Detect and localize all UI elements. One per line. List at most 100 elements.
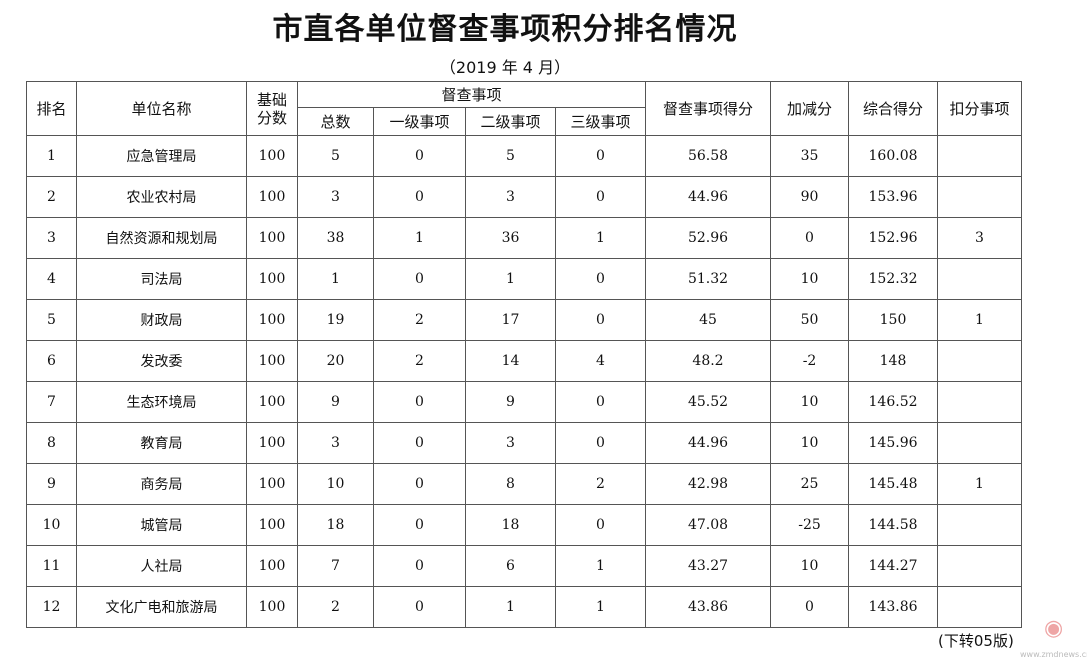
table-cell: 43.86 xyxy=(645,586,772,628)
table-cell: 45 xyxy=(645,299,772,341)
table-cell: 100 xyxy=(246,586,298,628)
table-cell: 3 xyxy=(26,217,77,259)
table-cell: 0 xyxy=(373,258,466,300)
table-cell xyxy=(937,586,1023,628)
header-l3: 三级事项 xyxy=(554,107,647,136)
table-cell: 0 xyxy=(554,381,647,423)
table-cell: 0 xyxy=(770,586,850,628)
table-cell: 人社局 xyxy=(76,545,247,587)
table-cell: 143.86 xyxy=(848,586,939,628)
header-deduct: 扣分事项 xyxy=(937,81,1023,136)
table-cell: 3 xyxy=(465,422,556,464)
table-cell: 2 xyxy=(26,176,77,218)
table-cell: 152.96 xyxy=(848,217,939,259)
table-cell: 0 xyxy=(373,381,466,423)
table-cell: 0 xyxy=(373,422,466,464)
table-cell: 1 xyxy=(554,545,647,587)
table-cell: 50 xyxy=(770,299,850,341)
table-cell: 145.96 xyxy=(848,422,939,464)
watermark-logo: ◉ xyxy=(1044,616,1064,641)
table-cell xyxy=(937,176,1023,218)
table-cell: 52.96 xyxy=(645,217,772,259)
table-cell: 0 xyxy=(373,504,466,546)
table-cell: 0 xyxy=(373,176,466,218)
table-cell: 6 xyxy=(26,340,77,382)
table-cell: 100 xyxy=(246,463,298,505)
table-cell: 10 xyxy=(26,504,77,546)
table-cell: 36 xyxy=(465,217,556,259)
table-cell: 3 xyxy=(297,176,374,218)
table-cell: 10 xyxy=(770,381,850,423)
watermark-url: www.zmdnews.cn xyxy=(1020,650,1087,659)
table-cell: 14 xyxy=(465,340,556,382)
table-cell: 100 xyxy=(246,422,298,464)
table-cell: 10 xyxy=(297,463,374,505)
table-row: 6 发改委 100 20 2 14 4 48.2 -2 148 xyxy=(26,340,1023,382)
table-cell: 0 xyxy=(554,422,647,464)
continued-note: (下转05版) xyxy=(938,632,1014,650)
table-cell: 100 xyxy=(246,217,298,259)
table-cell: 10 xyxy=(770,258,850,300)
table-cell: 20 xyxy=(297,340,374,382)
table-cell: 商务局 xyxy=(76,463,247,505)
table-cell: 51.32 xyxy=(645,258,772,300)
table-cell: 150 xyxy=(848,299,939,341)
table-cell: 0 xyxy=(373,586,466,628)
table-cell: 144.58 xyxy=(848,504,939,546)
table-cell: 56.58 xyxy=(645,135,772,177)
table-row: 10 城管局 100 18 0 18 0 47.08 -25 144.58 xyxy=(26,504,1023,546)
table-cell: 10 xyxy=(770,545,850,587)
table-cell: 6 xyxy=(465,545,556,587)
table-cell xyxy=(937,135,1023,177)
table-cell: 17 xyxy=(465,299,556,341)
header-unit: 单位名称 xyxy=(76,81,247,136)
table-cell: 100 xyxy=(246,258,298,300)
table-cell: 0 xyxy=(554,299,647,341)
page-title: 市直各单位督查事项积分排名情况 xyxy=(272,12,738,47)
table-cell: 3 xyxy=(465,176,556,218)
table-cell: 0 xyxy=(770,217,850,259)
table-row: 9 商务局 100 10 0 8 2 42.98 25 145.48 1 xyxy=(26,463,1023,505)
table-cell: 45.52 xyxy=(645,381,772,423)
table-cell: 5 xyxy=(26,299,77,341)
table-cell xyxy=(937,258,1023,300)
table-cell: 43.27 xyxy=(645,545,772,587)
table-cell: 5 xyxy=(465,135,556,177)
table-cell: 47.08 xyxy=(645,504,772,546)
table-cell: 7 xyxy=(26,381,77,423)
table-cell: 0 xyxy=(554,135,647,177)
table-cell: 100 xyxy=(246,340,298,382)
table-cell: 145.48 xyxy=(848,463,939,505)
table-cell: 3 xyxy=(297,422,374,464)
table-row: 5 财政局 100 19 2 17 0 45 50 150 1 xyxy=(26,299,1023,341)
table-cell: 自然资源和规划局 xyxy=(76,217,247,259)
table-cell: 生态环境局 xyxy=(76,381,247,423)
table-cell: 文化广电和旅游局 xyxy=(76,586,247,628)
header-total: 总数 xyxy=(297,107,374,136)
table-row: 11 人社局 100 7 0 6 1 43.27 10 144.27 xyxy=(26,545,1023,587)
table-cell: 25 xyxy=(770,463,850,505)
table-cell: 100 xyxy=(246,135,298,177)
table-cell: 152.32 xyxy=(848,258,939,300)
table-cell: 0 xyxy=(373,463,466,505)
table-cell xyxy=(937,381,1023,423)
table-cell: 0 xyxy=(373,135,466,177)
table-row: 2 农业农村局 100 3 0 3 0 44.96 90 153.96 xyxy=(26,176,1023,218)
table-cell: 44.96 xyxy=(645,176,772,218)
table-cell: 城管局 xyxy=(76,504,247,546)
table-cell: 1 xyxy=(937,299,1023,341)
table-cell: 90 xyxy=(770,176,850,218)
table-cell: 2 xyxy=(554,463,647,505)
table-cell: 1 xyxy=(26,135,77,177)
table-cell: 1 xyxy=(554,217,647,259)
table-cell: 19 xyxy=(297,299,374,341)
table-cell: 18 xyxy=(465,504,556,546)
table-cell: 148 xyxy=(848,340,939,382)
table-cell: 12 xyxy=(26,586,77,628)
table-cell: 42.98 xyxy=(645,463,772,505)
table-cell: 11 xyxy=(26,545,77,587)
table-cell: 0 xyxy=(554,176,647,218)
table-row: 8 教育局 100 3 0 3 0 44.96 10 145.96 xyxy=(26,422,1023,464)
table-cell: 2 xyxy=(373,340,466,382)
table-cell: 38 xyxy=(297,217,374,259)
